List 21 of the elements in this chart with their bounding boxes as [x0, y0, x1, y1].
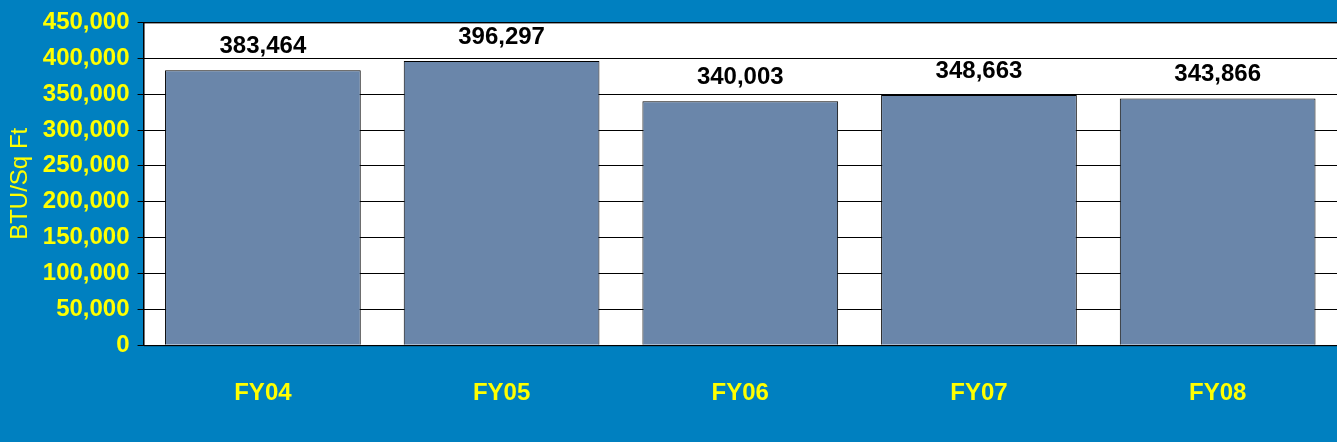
- y-tick-label: 250,000: [42, 150, 130, 178]
- x-tick-label: FY07: [950, 378, 1008, 406]
- x-tick-label: FY05: [472, 378, 531, 406]
- data-label: 396,297: [458, 21, 545, 49]
- x-tick-label: FY06: [711, 378, 769, 406]
- data-label: 348,663: [935, 55, 1023, 83]
- y-tick-label: 150,000: [42, 222, 130, 250]
- x-tick-label: FY08: [1188, 378, 1247, 406]
- data-label: 383,464: [219, 30, 307, 58]
- y-tick-label: 300,000: [42, 114, 130, 142]
- y-tick-label: 0: [116, 329, 130, 357]
- x-tick-label: FY04: [234, 378, 293, 406]
- data-label: 343,866: [1174, 59, 1262, 87]
- y-tick-label: 450,000: [42, 7, 130, 35]
- y-axis-title: BTU/Sq Ft: [5, 127, 33, 240]
- y-tick-label: 400,000: [42, 42, 130, 70]
- y-tick-label: 100,000: [42, 258, 130, 286]
- data-label: 340,003: [696, 61, 784, 89]
- y-tick-label: 350,000: [42, 78, 130, 106]
- y-tick-label: 50,000: [56, 293, 130, 321]
- y-tick-label: 200,000: [42, 186, 130, 214]
